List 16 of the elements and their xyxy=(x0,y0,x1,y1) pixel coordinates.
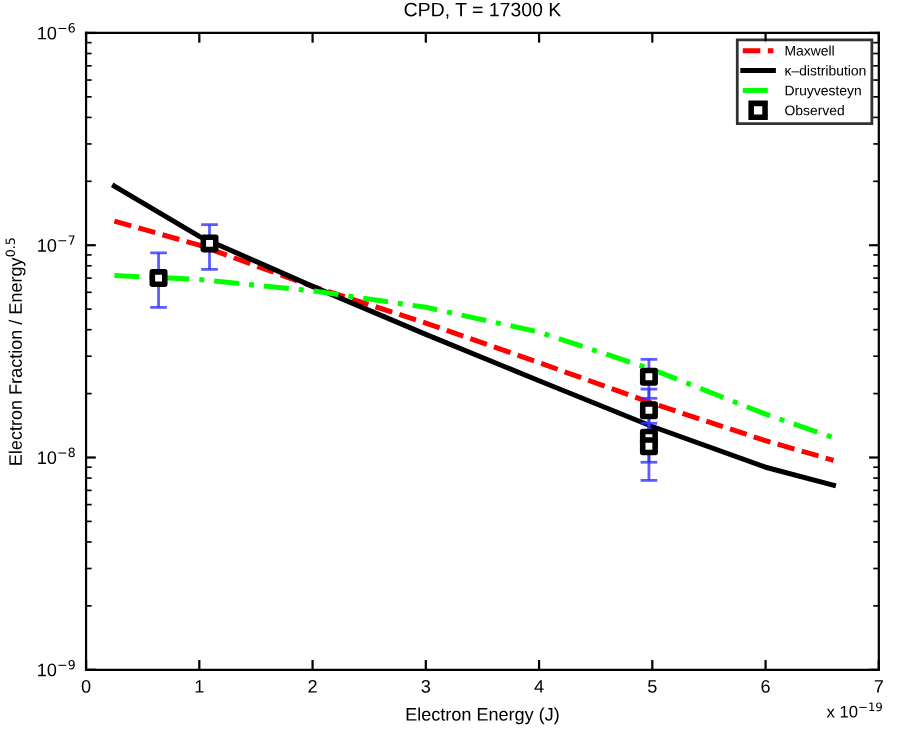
text: x 10$^{−19}$ xyxy=(826,702,882,718)
x-tick-label: 0 xyxy=(81,679,91,693)
y-tick-label: 10$^{−7}$ xyxy=(38,235,75,252)
x-tick-label: 1 xyxy=(195,680,204,693)
y-axis-title: Electron Fraction / Energy$^{0.5}$ xyxy=(5,238,26,465)
y-tick-label: 10$^{−9}$ xyxy=(38,659,75,677)
x-tick-label: 4 xyxy=(534,680,544,693)
x-tick-label: 3 xyxy=(421,679,431,693)
x-tick-label: 2 xyxy=(308,679,317,693)
y-tick-label: 10$^{−6}$ xyxy=(38,23,75,40)
chart-title: CPD, T = 17300 K xyxy=(404,2,562,19)
x-tick-label: 5 xyxy=(648,680,657,693)
x-axis-title: Electron Energy (J) xyxy=(406,707,559,725)
x-tick-label: 6 xyxy=(761,679,770,693)
y-tick-label: 10$^{−8}$ xyxy=(38,447,75,465)
x-tick-label: 7 xyxy=(874,680,883,693)
